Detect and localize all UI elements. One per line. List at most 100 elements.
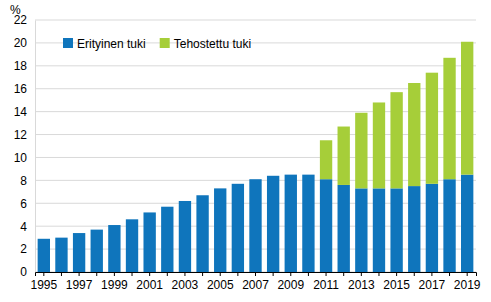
bar [143,212,155,272]
x-tick [308,272,309,276]
x-tick-mark [132,272,133,276]
x-tick-mark [96,272,97,276]
grid [35,20,476,272]
y-tick-label: 8 [20,174,27,188]
y-tick: 12 [14,128,35,142]
bar [408,83,420,186]
bar [338,127,350,185]
bar [443,58,455,179]
x-tick-label: 2001 [136,278,163,292]
x-tick-label: 2019 [454,278,481,292]
x-tick-mark [149,272,150,276]
y-tick-label: 2 [20,242,27,256]
x-tick-label: 1997 [66,278,93,292]
x-tick: 2011 [313,272,339,292]
y-axis: 0246810121416182022 [14,13,36,279]
bar [373,102,385,188]
x-tick-label: 2003 [172,278,199,292]
y-tick-label: 6 [20,197,27,211]
legend: Erityinen tukiTehostettu tuki [63,37,251,51]
bar [373,188,385,272]
y-tick-label: 10 [14,151,28,165]
x-tick-label: 2009 [277,278,304,292]
x-tick-mark [431,272,432,276]
y-tick-label: 16 [14,82,28,96]
x-tick: 2003 [172,272,199,292]
bar [179,201,191,272]
x-tick-label: 2015 [383,278,410,292]
bar [73,233,85,272]
bars [38,42,474,272]
legend-swatch [63,38,73,48]
y-tick-label: 14 [14,105,28,119]
series [38,175,474,272]
x-tick-mark [414,272,415,276]
x-tick: 1997 [66,272,93,292]
y-tick: 6 [20,197,35,211]
x-tick [61,272,62,276]
bar [161,207,173,272]
y-tick-label: 12 [14,128,28,142]
x-tick-mark [43,272,44,276]
x-tick-label: 2005 [207,278,234,292]
y-tick-label: 20 [14,36,28,50]
bar [461,175,473,272]
bar [408,186,420,272]
series [320,42,473,189]
x-tick [273,272,274,276]
y-tick-label: 0 [20,265,27,279]
x-tick [167,272,168,276]
grid-line [35,20,476,21]
x-tick [96,272,97,276]
x-tick [449,272,450,276]
y-tick: 18 [14,59,35,73]
x-tick-mark [361,272,362,276]
x-tick: 2001 [136,272,163,292]
y-tick: 16 [14,82,35,96]
bar [55,238,67,272]
x-tick-label: 2007 [242,278,269,292]
legend-item: Tehostettu tuki [160,37,251,51]
y-axis-label: % [10,3,21,17]
bar [461,42,473,175]
bar [267,176,279,272]
y-tick: 20 [14,36,35,50]
bar [390,92,402,188]
x-tick-mark [308,272,309,276]
x-tick: 2005 [207,272,234,292]
x-tick: 2017 [419,272,446,292]
x-tick-label: 1999 [101,278,128,292]
bar [320,179,332,272]
bar [320,140,332,179]
x-tick [414,272,415,276]
bar [355,188,367,272]
bar [443,179,455,272]
x-tick: 1995 [30,272,57,292]
x-tick: 2019 [454,272,481,292]
x-tick-mark [396,272,397,276]
x-tick [132,272,133,276]
y-tick: 10 [14,151,35,165]
x-tick-mark [326,272,327,276]
bar [249,179,261,272]
bar [196,195,208,272]
x-tick-mark [273,272,274,276]
chart: 0246810121416182022%19951997199920012003… [0,0,491,302]
grid-line [35,65,476,66]
x-tick: 1999 [101,272,128,292]
x-tick-mark [255,272,256,276]
x-tick-mark [167,272,168,276]
x-tick-mark [114,272,115,276]
x-tick-mark [449,272,450,276]
x-axis: 1995199719992001200320052007200920112013… [30,272,480,292]
x-tick-mark [79,272,80,276]
x-tick [237,272,238,276]
x-tick [343,272,344,276]
bar [285,175,297,272]
x-tick: 2009 [277,272,304,292]
y-tick: 2 [20,242,35,256]
x-tick [378,272,379,276]
x-tick-mark [343,272,344,276]
x-tick-mark [220,272,221,276]
y-tick: 8 [20,174,35,188]
